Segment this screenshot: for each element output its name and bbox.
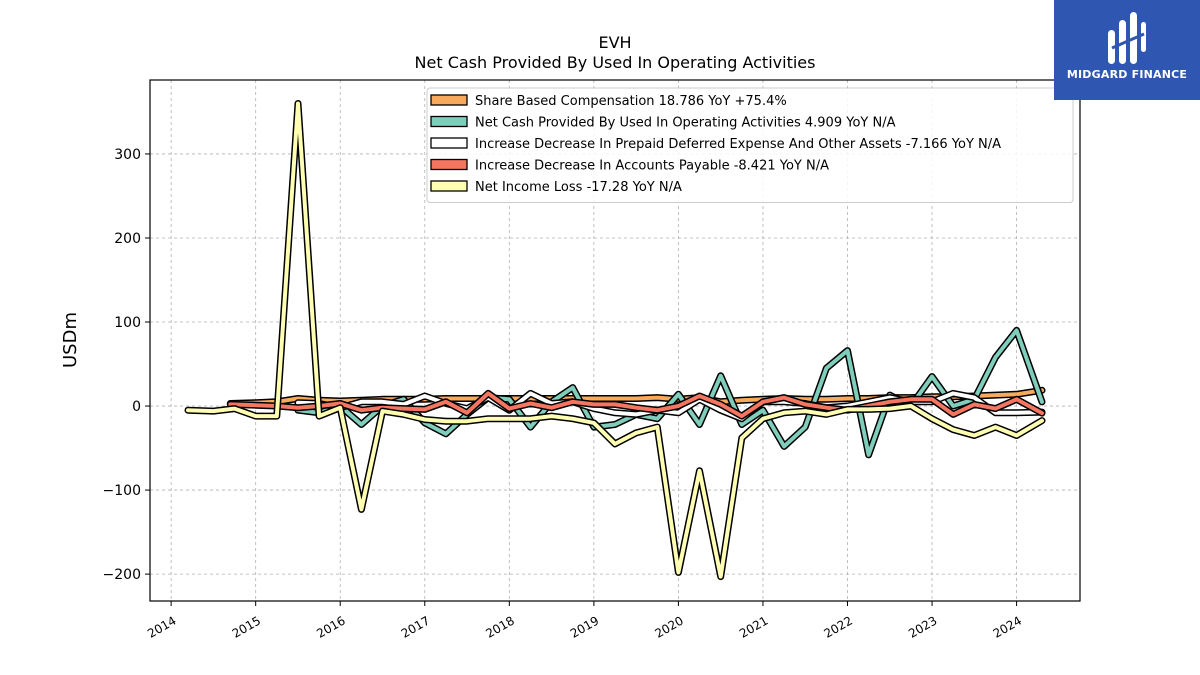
legend-swatch <box>430 115 468 128</box>
legend-entry-label: Increase Decrease In Accounts Payable -8… <box>475 159 829 174</box>
series-lines <box>184 100 1046 581</box>
y-axis: −200 −100 0 100 200 300 <box>103 147 150 583</box>
y-axis-label: USDm <box>60 312 81 368</box>
y-tick-label: 200 <box>114 231 141 247</box>
y-tick-label: 100 <box>114 315 141 331</box>
series-line-outline <box>294 326 1046 459</box>
legend-swatch <box>430 158 468 171</box>
x-tick-label: 2019 <box>568 613 601 640</box>
legend-swatch <box>430 180 468 192</box>
x-tick-label: 2020 <box>652 613 685 640</box>
y-tick-label: −100 <box>103 483 141 499</box>
legend: Share Based Compensation 18.786 YoY +75.… <box>426 87 1074 203</box>
legend-swatch <box>430 94 468 106</box>
x-tick-label: 2023 <box>906 613 939 640</box>
legend-entry-label: Net Income Loss -17.28 YoY N/A <box>475 180 682 195</box>
y-tick-label: 300 <box>114 147 141 163</box>
x-axis: 2014 2015 2016 2017 2018 2019 2020 2021 2022 2023… <box>145 601 1024 641</box>
brand-name: MIDGARD FINANCE <box>1066 68 1188 81</box>
x-tick-label: 2021 <box>737 613 770 640</box>
x-tick-label: 2015 <box>230 613 263 640</box>
legend-entry-label: Increase Decrease In Prepaid Deferred Ex… <box>475 137 1001 152</box>
series-line-group <box>184 100 1046 581</box>
series-line <box>228 391 1044 419</box>
x-tick-label: 2016 <box>314 613 347 640</box>
chart-subtitle: Net Cash Provided By Used In Operating A… <box>415 53 816 72</box>
legend-entry-label: Net Cash Provided By Used In Operating A… <box>475 116 896 131</box>
midgard-logo-icon <box>1108 12 1146 64</box>
plot-area-frame <box>149 79 1081 602</box>
series-line <box>186 101 1044 579</box>
x-tick-label: 2017 <box>399 613 432 640</box>
y-tick-label: −200 <box>103 567 141 583</box>
series-line-group <box>294 326 1046 459</box>
y-tick-label: 0 <box>132 399 141 415</box>
x-tick-label: 2022 <box>822 613 855 640</box>
x-tick-label: 2024 <box>991 613 1024 640</box>
chart-title: EVH <box>598 33 631 52</box>
x-tick-label: 2018 <box>483 613 516 640</box>
legend-swatch <box>430 137 468 149</box>
legend-box <box>426 87 1074 203</box>
series-line-group <box>226 389 1046 420</box>
x-tick-label: 2014 <box>145 613 178 640</box>
legend-entry-label: Share Based Compensation 18.786 YoY +75.… <box>475 94 787 109</box>
series-line <box>296 328 1044 457</box>
midgard-finance-logo: MIDGARD FINANCE <box>1054 0 1200 100</box>
